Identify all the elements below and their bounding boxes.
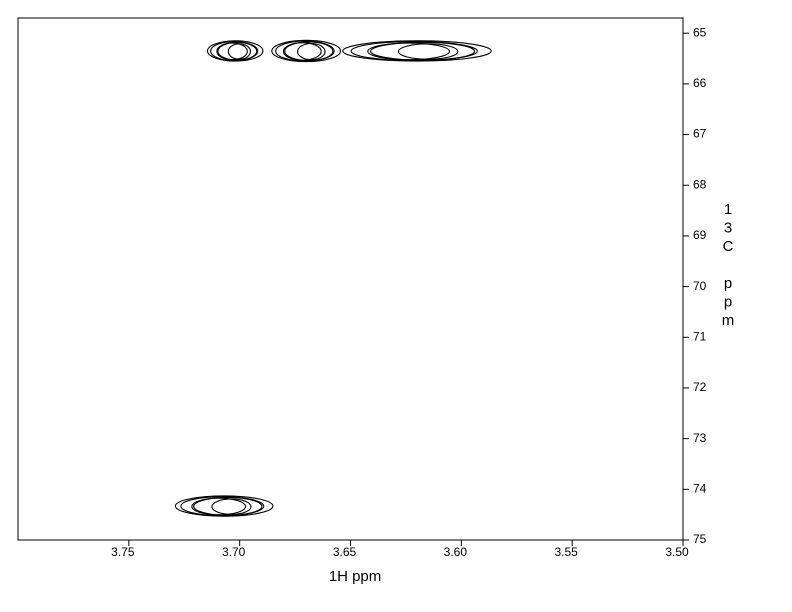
contour-ring xyxy=(180,496,265,517)
y-tick-label: 75 xyxy=(693,532,707,546)
y-tick-label: 65 xyxy=(693,25,707,39)
contour-ring xyxy=(227,43,252,60)
y-tick-label: 67 xyxy=(693,127,707,141)
x-tick-label: 3.70 xyxy=(222,545,246,559)
plot-frame xyxy=(17,17,684,541)
x-tick-label: 3.65 xyxy=(333,545,357,559)
peak xyxy=(271,39,342,63)
y-tick-label: 72 xyxy=(693,380,707,394)
y-tick-label: 68 xyxy=(693,177,707,191)
peak xyxy=(206,40,264,62)
y-tick-label: 71 xyxy=(693,329,707,343)
peak xyxy=(342,40,492,62)
x-axis-title: 1H ppm xyxy=(329,568,382,585)
contour-ring xyxy=(216,42,248,61)
contour-ring xyxy=(282,42,322,61)
y-tick-label: 66 xyxy=(693,76,707,90)
contour-ring xyxy=(211,498,252,515)
contour-ring xyxy=(284,41,334,62)
y-tick-label: 70 xyxy=(693,279,707,293)
contour-ring xyxy=(191,497,247,516)
y-tick-label: 74 xyxy=(693,481,707,495)
x-tick-label: 3.75 xyxy=(111,545,135,559)
contour-ring xyxy=(367,42,451,61)
y-tick-label: 73 xyxy=(693,431,707,445)
peak xyxy=(174,495,274,517)
x-tick-label: 3.55 xyxy=(554,545,578,559)
contour-ring xyxy=(350,41,478,62)
contour-ring xyxy=(297,42,326,61)
contour-ring xyxy=(397,43,459,60)
x-tick-label: 3.60 xyxy=(444,545,468,559)
contour-ring xyxy=(275,40,335,62)
x-tick-label: 3.50 xyxy=(665,545,689,559)
contour-ring xyxy=(370,41,476,61)
contour-ring xyxy=(217,41,258,61)
contour-ring xyxy=(193,496,263,516)
contour-ring xyxy=(210,41,259,62)
y-tick-label: 69 xyxy=(693,228,707,242)
